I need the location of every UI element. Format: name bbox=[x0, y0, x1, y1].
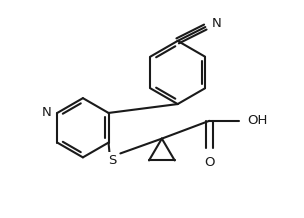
Text: OH: OH bbox=[248, 114, 268, 127]
Text: N: N bbox=[212, 17, 222, 30]
Text: O: O bbox=[204, 156, 215, 169]
Text: N: N bbox=[42, 106, 51, 119]
Text: S: S bbox=[108, 154, 117, 167]
